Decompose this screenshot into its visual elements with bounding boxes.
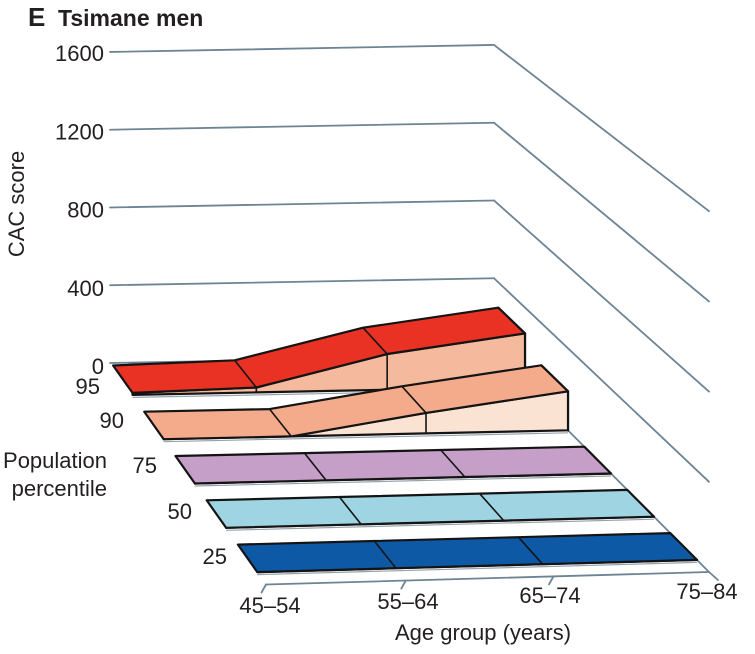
depth-axis-title-line1: Population xyxy=(3,448,107,473)
ribbon-underline-p25 xyxy=(257,561,697,576)
x-axis-line xyxy=(265,571,710,586)
y-axis-title: CAC score xyxy=(4,151,29,257)
ribbon-underline-p50 xyxy=(226,518,654,531)
gridline-side-1600 xyxy=(493,44,710,213)
x-tick-2 xyxy=(548,575,555,586)
ribbon-p25-top-face xyxy=(236,531,699,574)
panel-label: E xyxy=(28,2,45,32)
depth-tick-label-90: 90 xyxy=(100,408,124,433)
y-tick-label-400: 400 xyxy=(67,276,104,301)
ribbon-underline-p90 xyxy=(163,432,568,443)
ribbon-p90-top-face xyxy=(143,364,570,441)
gridline-back-400 xyxy=(109,277,495,287)
gridline-back-800 xyxy=(109,199,495,209)
gridline-back-1200 xyxy=(109,121,495,131)
ribbon-p25-division-top-2 xyxy=(517,536,544,565)
ribbon-underline-p75 xyxy=(194,475,611,487)
y-tick-label-0: 0 xyxy=(92,354,104,379)
ribbon-p75-division-top-2 xyxy=(440,449,466,478)
figure-title: Tsimane men xyxy=(58,5,203,31)
x-tick-label-0: 45–54 xyxy=(239,593,300,618)
gridline-side-400 xyxy=(493,277,710,483)
ribbon-p90-division-top-1 xyxy=(268,408,292,437)
ribbon-p95-top-face xyxy=(111,306,527,394)
gridline-side-1200 xyxy=(493,121,710,303)
depth-axis-title-line2: percentile xyxy=(12,476,107,501)
depth-tick-label-75: 75 xyxy=(133,453,157,478)
gridline-back-1600 xyxy=(109,44,495,53)
x-tick-1 xyxy=(400,579,407,590)
x-tick-label-2: 65–74 xyxy=(519,583,580,608)
y-tick-label-1200: 1200 xyxy=(55,119,104,144)
x-tick-label-3: 75–84 xyxy=(676,579,737,604)
ribbon-p50-top-face xyxy=(205,488,656,529)
gridline-side-800 xyxy=(493,199,710,393)
ribbon-p90-division-top-2 xyxy=(401,385,427,414)
y-tick-label-1600: 1600 xyxy=(55,41,104,66)
ribbon-p75-division-top-1 xyxy=(303,452,327,481)
ribbon-p50-division-top-1 xyxy=(338,496,362,525)
x-tick-label-1: 55–64 xyxy=(377,589,438,614)
depth-tick-label-50: 50 xyxy=(168,499,192,524)
ribbon-p75-top-face xyxy=(174,445,613,485)
y-tick-label-800: 800 xyxy=(67,198,104,223)
depth-tick-label-25: 25 xyxy=(203,544,227,569)
ribbon-p50-division-top-2 xyxy=(479,493,505,522)
ribbon-p95-division-top-1 xyxy=(234,359,257,388)
x-tick-0 xyxy=(260,583,267,594)
x-tick-3 xyxy=(708,571,719,581)
ribbon-p25-division-top-1 xyxy=(373,540,397,569)
ribbon-p95-division-top-2 xyxy=(362,327,388,355)
depth-tick-label-95: 95 xyxy=(76,374,100,399)
x-axis-title: Age group (years) xyxy=(395,620,571,645)
